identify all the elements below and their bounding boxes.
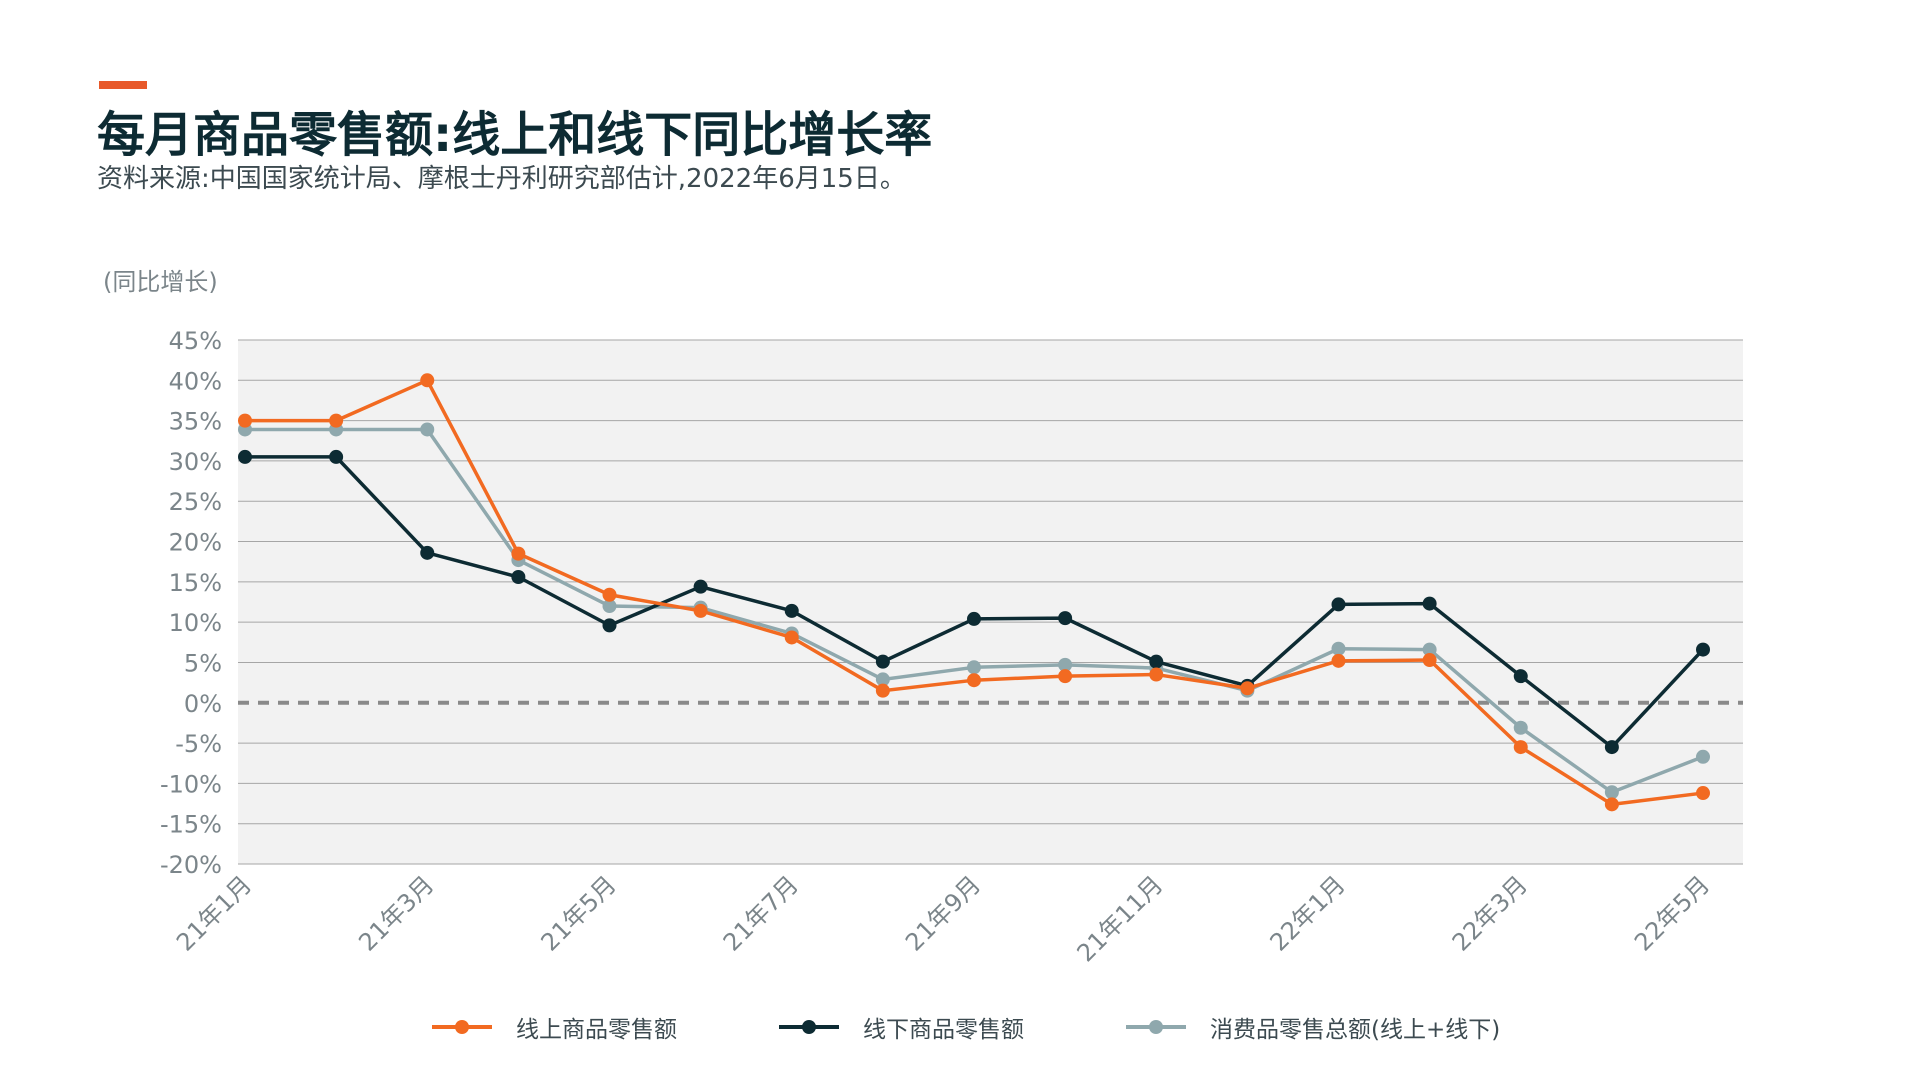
data-point-offline	[1513, 669, 1528, 684]
data-point-offline	[1604, 740, 1619, 755]
legend-swatch-total	[1126, 1020, 1186, 1034]
data-point-online	[238, 413, 252, 428]
y-axis-label: (同比增长)	[103, 268, 218, 296]
y-tick-label: 0%	[184, 690, 222, 718]
legend-swatch-online	[432, 1020, 492, 1034]
data-point-online	[329, 413, 344, 428]
data-point-offline	[602, 618, 617, 633]
data-point-total	[420, 422, 435, 437]
x-tick-label: 21年5月	[536, 870, 622, 956]
data-point-total	[967, 660, 981, 675]
y-tick-label: 10%	[169, 609, 222, 637]
y-tick-label: 15%	[169, 569, 222, 597]
x-tick-label: 21年7月	[718, 870, 804, 956]
data-point-offline	[1149, 654, 1164, 669]
data-point-offline	[1331, 597, 1346, 612]
data-point-total	[875, 672, 890, 687]
legend-label-online: 线上商品零售额	[516, 1017, 677, 1043]
data-point-total	[1604, 785, 1619, 800]
chart-legend: 线上商品零售额 线下商品零售额 消费品零售总额(线上+线下)	[430, 1010, 1600, 1044]
chart-title: 每月商品零售额:线上和线下同比增长率	[97, 107, 933, 163]
data-point-online	[1513, 740, 1528, 755]
data-point-online	[1604, 797, 1619, 812]
data-point-online	[511, 546, 526, 561]
data-point-total	[602, 599, 617, 614]
data-point-total	[1422, 642, 1437, 657]
legend-label-total: 消费品零售总额(线上+线下)	[1210, 1017, 1501, 1043]
legend-marker	[455, 1020, 469, 1034]
data-point-offline	[511, 570, 526, 585]
y-tick-label: -5%	[175, 730, 222, 758]
x-tick-label: 21年11月	[1072, 870, 1169, 967]
x-tick-label: 21年9月	[900, 870, 986, 956]
legend-item-online: 线上商品零售额	[430, 1010, 677, 1044]
data-point-online	[420, 373, 435, 388]
data-point-offline	[238, 449, 252, 464]
legend-swatch-offline	[779, 1020, 839, 1034]
data-point-total	[1058, 657, 1073, 672]
x-tick-label: 21年1月	[171, 870, 257, 956]
legend-label-offline: 线下商品零售额	[863, 1017, 1024, 1043]
y-tick-label: -10%	[160, 770, 222, 798]
y-tick-label: 40%	[169, 367, 222, 395]
data-point-online	[1422, 653, 1437, 668]
x-tick-label: 22年1月	[1265, 870, 1351, 956]
data-point-offline	[1696, 642, 1710, 657]
data-point-offline	[967, 611, 981, 626]
data-point-online	[784, 630, 799, 645]
chart-subtitle: 资料来源:中国国家统计局、摩根士丹利研究部估计,2022年6月15日。	[97, 164, 906, 194]
data-point-online	[602, 587, 617, 602]
data-point-online	[1058, 669, 1073, 684]
x-tick-label: 21年3月	[353, 870, 439, 956]
legend-item-offline: 线下商品零售额	[777, 1010, 1024, 1044]
data-point-online	[875, 683, 890, 698]
title-accent-bar	[99, 81, 147, 89]
y-tick-label: -20%	[160, 851, 222, 879]
data-point-online	[967, 673, 981, 688]
y-tick-label: 30%	[169, 448, 222, 476]
x-tick-label: 22年3月	[1447, 870, 1533, 956]
y-tick-label: -15%	[160, 811, 222, 839]
y-tick-label: 45%	[169, 327, 222, 355]
plot-background	[238, 340, 1743, 864]
y-tick-label: 5%	[184, 649, 222, 677]
data-point-offline	[875, 654, 890, 669]
y-tick-label: 35%	[169, 408, 222, 436]
data-point-offline	[329, 449, 344, 464]
data-point-offline	[1058, 611, 1073, 626]
data-point-offline	[693, 579, 708, 594]
y-tick-label: 20%	[169, 529, 222, 557]
data-point-online	[1696, 786, 1710, 801]
data-point-offline	[420, 545, 435, 560]
y-tick-label: 25%	[169, 488, 222, 516]
data-point-offline	[784, 603, 799, 618]
data-point-online	[693, 603, 708, 618]
data-point-total	[1331, 641, 1346, 656]
data-point-offline	[1422, 596, 1437, 611]
legend-marker	[1149, 1020, 1163, 1034]
x-tick-label: 22年5月	[1629, 870, 1715, 956]
data-point-online	[1240, 681, 1255, 696]
legend-item-total: 消费品零售总额(线上+线下)	[1124, 1010, 1500, 1044]
data-point-online	[1331, 653, 1346, 668]
data-point-online	[1149, 667, 1164, 682]
data-point-total	[1696, 749, 1710, 764]
data-point-total	[1513, 720, 1528, 735]
legend-marker	[802, 1020, 816, 1034]
